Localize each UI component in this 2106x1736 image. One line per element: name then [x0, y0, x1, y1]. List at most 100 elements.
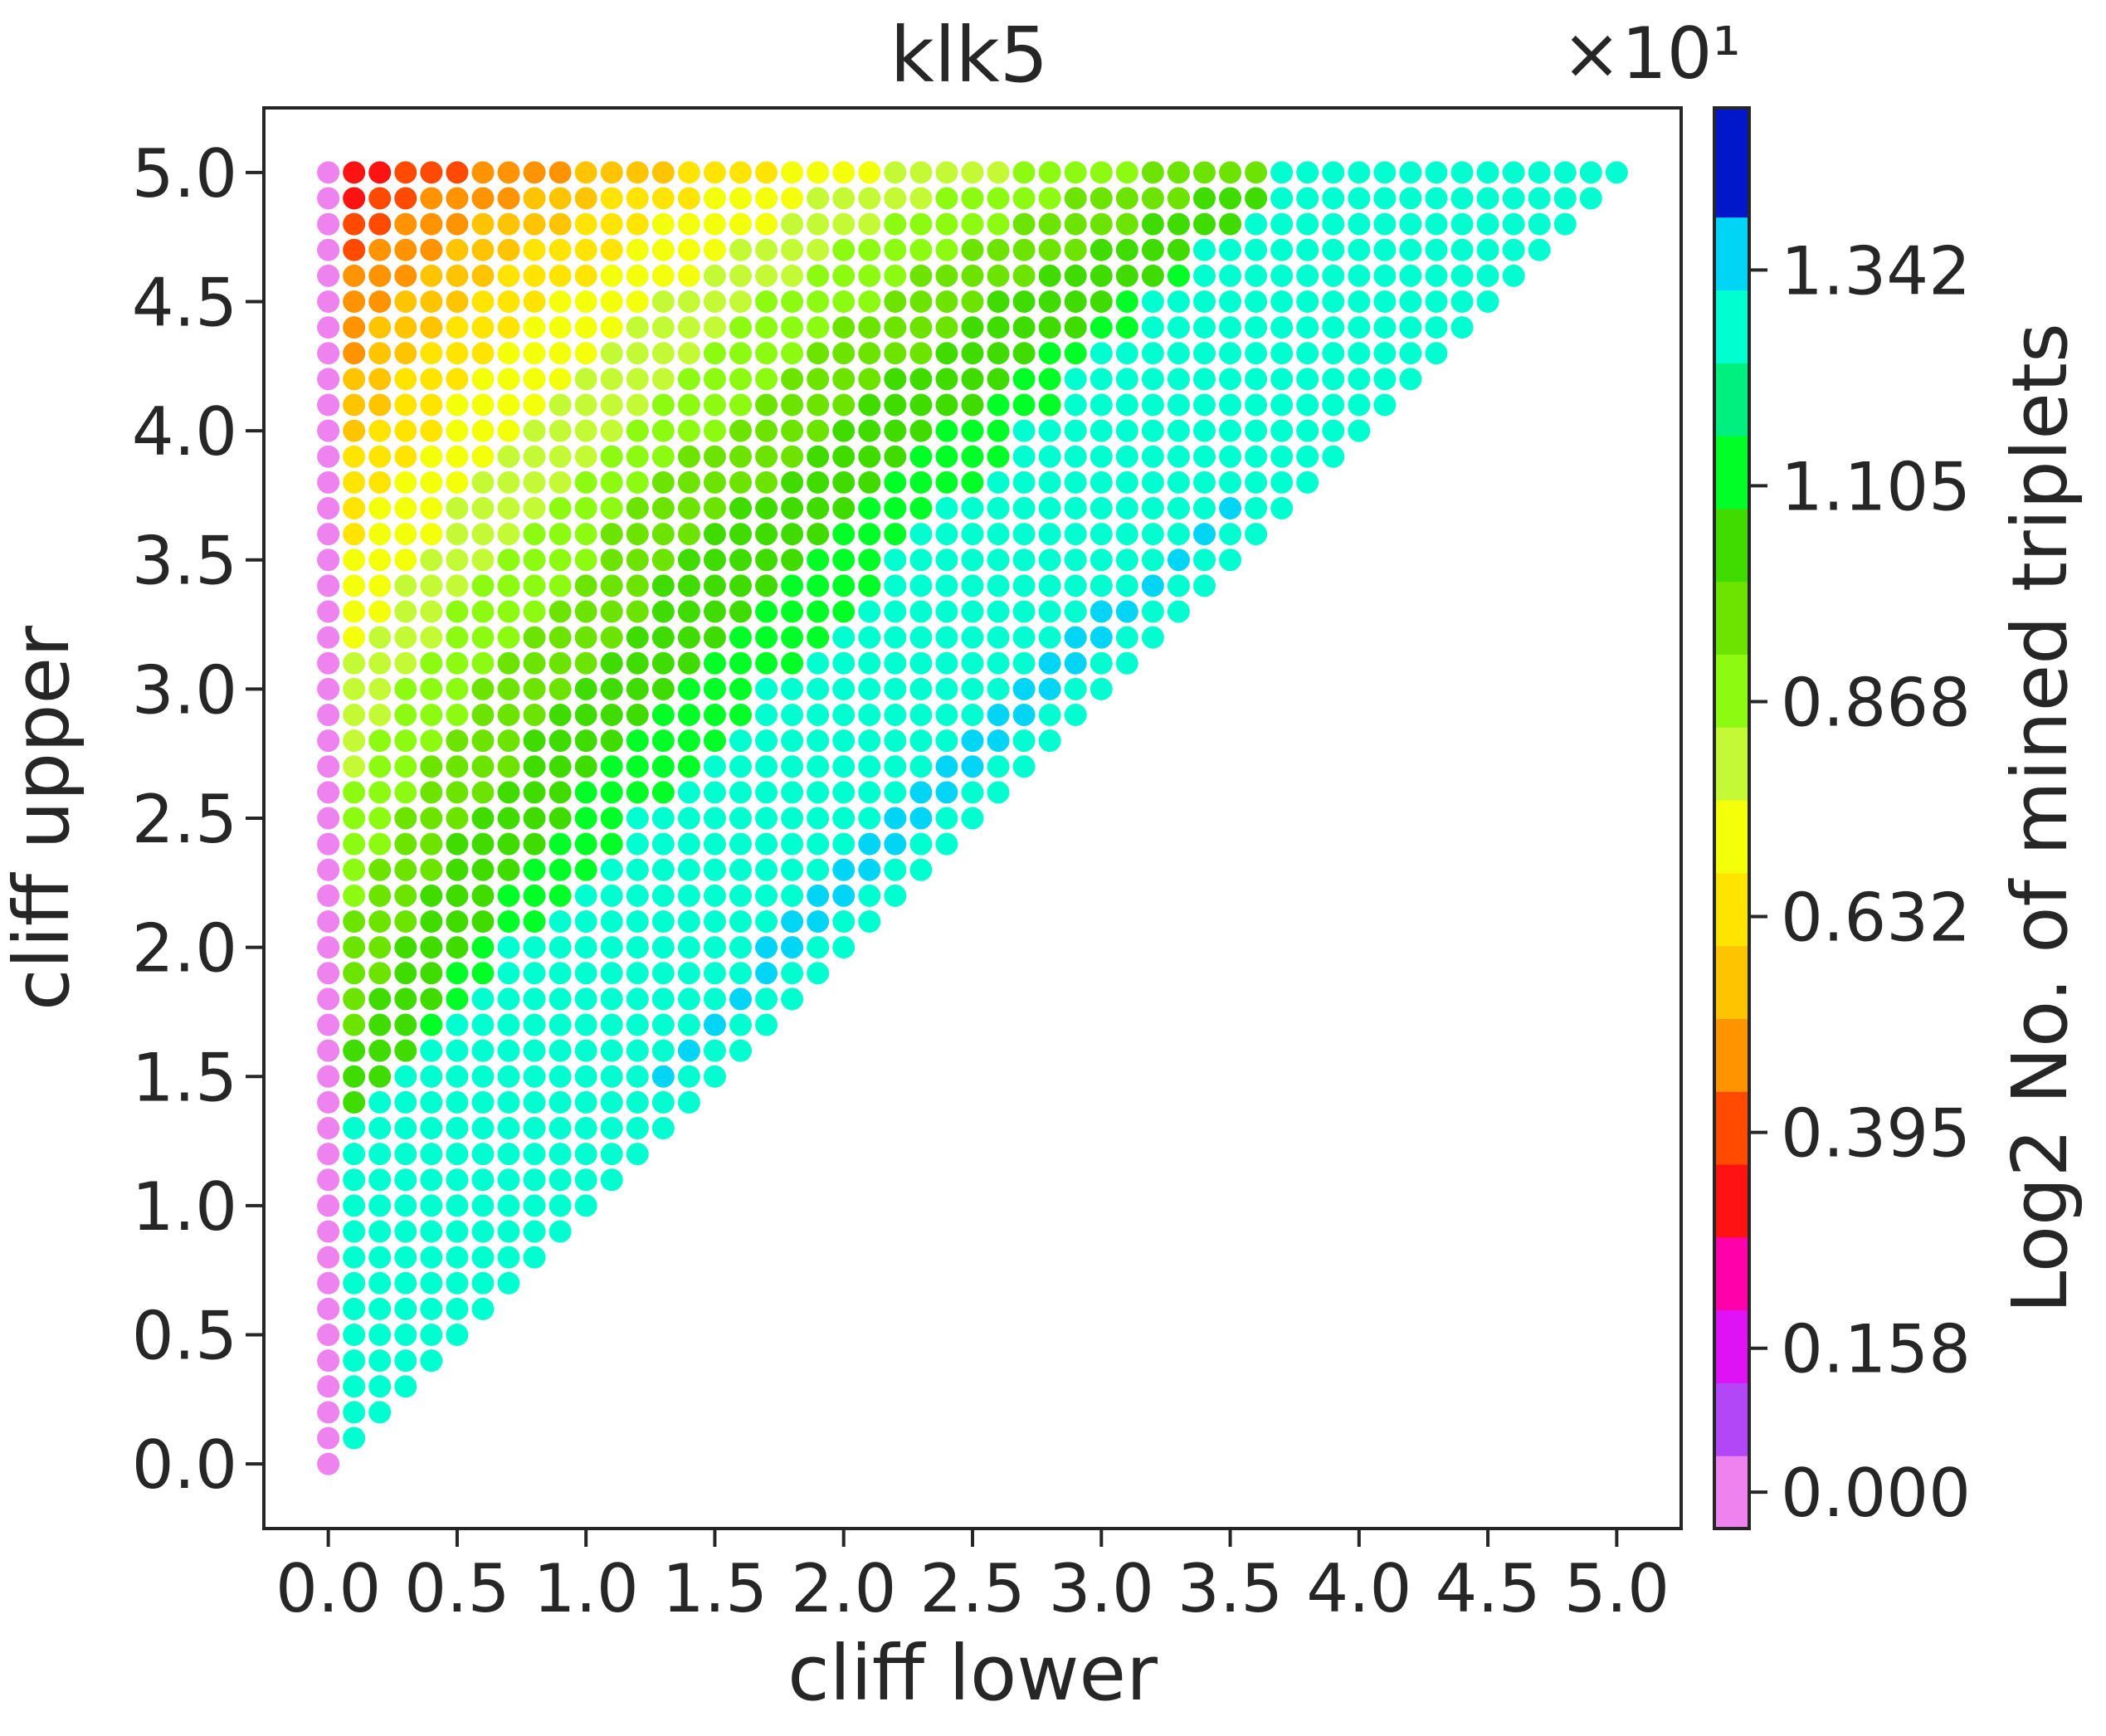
scatter-point	[961, 368, 984, 391]
scatter-point	[626, 858, 649, 881]
scatter-point	[600, 729, 623, 753]
scatter-point	[1012, 523, 1036, 546]
scatter-point	[1038, 549, 1061, 572]
y-tick-label: 3.5	[132, 523, 237, 600]
scatter-point	[1348, 419, 1371, 442]
scatter-point	[832, 316, 856, 339]
scatter-point	[343, 858, 366, 881]
scatter-point	[523, 445, 546, 468]
scatter-point	[600, 471, 623, 494]
scatter-point	[420, 884, 443, 907]
scatter-point	[574, 264, 597, 287]
scatter-point	[1450, 290, 1474, 313]
scatter-point	[497, 290, 520, 313]
scatter-point	[1270, 161, 1294, 184]
scatter-point	[497, 212, 520, 236]
scatter-point	[343, 1246, 366, 1269]
scatter-point	[446, 703, 469, 726]
scatter-point	[420, 807, 443, 830]
scatter-point	[781, 910, 804, 934]
scatter-point	[935, 238, 958, 261]
scatter-point	[729, 884, 753, 907]
scatter-point	[1064, 549, 1087, 572]
scatter-point	[781, 264, 804, 287]
scatter-point	[497, 651, 520, 675]
scatter-point	[1528, 161, 1551, 184]
scatter-point	[1245, 445, 1268, 468]
scatter-point	[1270, 316, 1294, 339]
scatter-point	[471, 1013, 495, 1036]
scatter-point	[548, 161, 572, 184]
scatter-point	[1219, 368, 1242, 391]
scatter-point	[729, 264, 753, 287]
scatter-point	[909, 729, 933, 753]
scatter-point	[523, 1090, 546, 1114]
scatter-point	[626, 523, 649, 546]
scatter-point	[317, 264, 340, 287]
scatter-point	[1064, 238, 1087, 261]
scatter-point	[1038, 342, 1061, 365]
scatter-point	[1476, 161, 1499, 184]
scatter-point	[368, 626, 392, 649]
scatter-point	[729, 290, 753, 313]
scatter-point	[1605, 161, 1628, 184]
scatter-point	[471, 419, 495, 442]
scatter-point	[1192, 496, 1216, 519]
scatter-point	[961, 290, 984, 313]
scatter-point	[858, 419, 881, 442]
scatter-point	[987, 419, 1010, 442]
colorbar-band	[1714, 1164, 1749, 1238]
scatter-point	[935, 316, 958, 339]
scatter-point	[1425, 187, 1448, 210]
scatter-point	[574, 781, 597, 804]
scatter-point	[987, 290, 1010, 313]
scatter-point	[471, 962, 495, 985]
scatter-point	[935, 574, 958, 597]
scatter-point	[1322, 445, 1345, 468]
colorbar-tick-label: 0.158	[1781, 1311, 1971, 1388]
scatter-point	[1553, 212, 1577, 236]
scatter-point	[343, 1039, 366, 1062]
scatter-point	[729, 936, 753, 959]
scatter-point	[1528, 212, 1551, 236]
scatter-point	[677, 393, 700, 417]
scatter-point	[600, 1039, 623, 1062]
scatter-point	[729, 987, 753, 1011]
scatter-point	[961, 212, 984, 236]
scatter-point	[446, 1168, 469, 1192]
scatter-point	[471, 807, 495, 830]
scatter-point	[394, 626, 417, 649]
scatter-point	[1270, 393, 1294, 417]
scatter-point	[343, 523, 366, 546]
colorbar-frame	[1713, 106, 1751, 1530]
x-axis-label: cliff lower	[787, 1629, 1158, 1718]
scatter-point	[1090, 471, 1113, 494]
scatter-point	[755, 729, 778, 753]
scatter-point	[987, 574, 1010, 597]
scatter-point	[471, 858, 495, 881]
scatter-point	[781, 729, 804, 753]
scatter-point	[1141, 523, 1164, 546]
scatter-point	[1090, 600, 1113, 623]
scatter-point	[420, 1297, 443, 1320]
scatter-point	[909, 832, 933, 856]
scatter-point	[1399, 290, 1422, 313]
scatter-point	[574, 574, 597, 597]
scatter-point	[755, 342, 778, 365]
scatter-point	[1012, 419, 1036, 442]
scatter-point	[961, 574, 984, 597]
scatter-point	[1192, 290, 1216, 313]
scatter-point	[884, 316, 907, 339]
scatter-point	[420, 549, 443, 572]
scatter-point	[368, 755, 392, 778]
scatter-point	[781, 342, 804, 365]
colorbar-tick-label: 0.395	[1781, 1095, 1971, 1173]
scatter-point	[1270, 471, 1294, 494]
scatter-point	[497, 1168, 520, 1192]
scatter-point	[1115, 549, 1138, 572]
scatter-point	[368, 729, 392, 753]
scatter-point	[1115, 651, 1138, 675]
scatter-point	[1192, 393, 1216, 417]
scatter-point	[703, 523, 726, 546]
